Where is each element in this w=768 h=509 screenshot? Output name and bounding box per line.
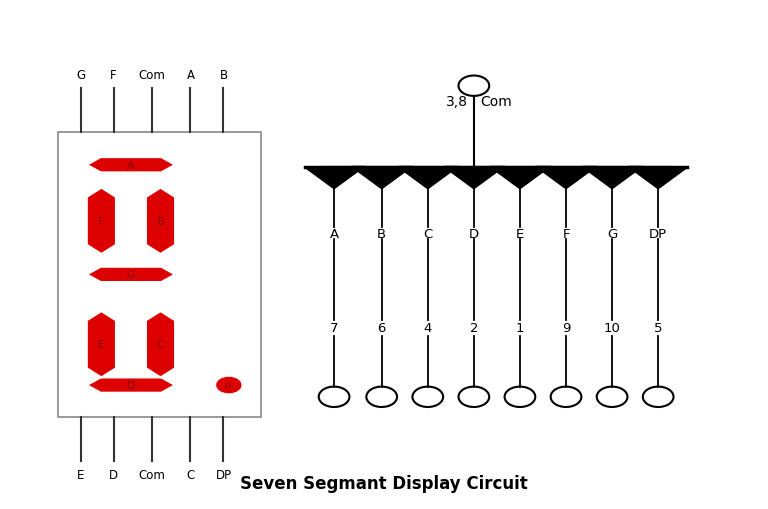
Text: E: E [77, 468, 84, 481]
Text: A: A [187, 69, 194, 81]
Text: G: G [76, 69, 85, 81]
Text: 4: 4 [424, 322, 432, 335]
Text: DP: DP [216, 468, 231, 481]
Polygon shape [87, 312, 116, 378]
Polygon shape [305, 168, 363, 189]
Text: G: G [607, 227, 617, 240]
Polygon shape [146, 188, 175, 254]
Polygon shape [87, 378, 175, 393]
Polygon shape [537, 168, 595, 189]
Text: D: D [109, 468, 118, 481]
Text: 10: 10 [604, 322, 621, 335]
Text: E: E [98, 340, 105, 350]
Text: F: F [111, 69, 117, 81]
Text: G: G [127, 270, 135, 280]
Text: DP: DP [224, 382, 233, 388]
Text: 7: 7 [329, 322, 339, 335]
Text: C: C [157, 340, 164, 350]
Text: DP: DP [649, 227, 667, 240]
Text: 6: 6 [378, 322, 386, 335]
Text: 2: 2 [469, 322, 478, 335]
Polygon shape [353, 168, 411, 189]
Circle shape [216, 377, 242, 394]
Text: E: E [516, 227, 524, 240]
FancyBboxPatch shape [58, 132, 261, 417]
Text: D: D [468, 227, 479, 240]
Text: 1: 1 [515, 322, 525, 335]
Text: A: A [329, 227, 339, 240]
Polygon shape [583, 168, 641, 189]
Text: 5: 5 [654, 322, 663, 335]
Text: Seven Segmant Display Circuit: Seven Segmant Display Circuit [240, 474, 528, 493]
Polygon shape [87, 158, 175, 173]
Polygon shape [87, 267, 175, 282]
Text: B: B [220, 69, 227, 81]
Text: A: A [127, 160, 134, 171]
Text: B: B [377, 227, 386, 240]
Text: Com: Com [139, 468, 165, 481]
Text: 3,8: 3,8 [445, 95, 468, 109]
Text: Com: Com [139, 69, 165, 81]
Text: 9: 9 [562, 322, 570, 335]
Polygon shape [491, 168, 549, 189]
Polygon shape [146, 312, 175, 378]
Text: C: C [187, 468, 194, 481]
Text: F: F [98, 216, 104, 227]
Text: C: C [423, 227, 432, 240]
Polygon shape [629, 168, 687, 189]
Polygon shape [445, 168, 503, 189]
Text: Com: Com [480, 95, 511, 109]
Text: D: D [127, 380, 135, 390]
Polygon shape [399, 168, 457, 189]
Polygon shape [87, 188, 116, 254]
Text: B: B [157, 216, 164, 227]
Text: F: F [562, 227, 570, 240]
